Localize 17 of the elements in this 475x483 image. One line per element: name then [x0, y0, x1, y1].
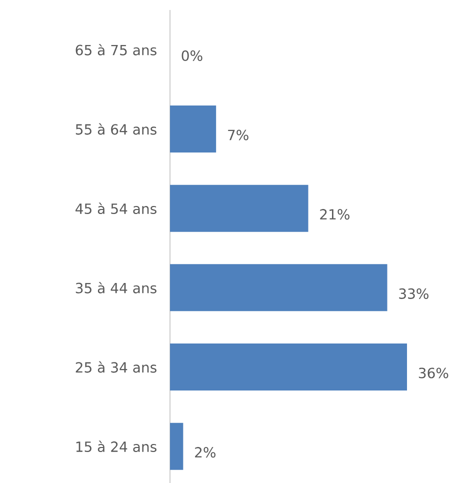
data-label: 2%: [195, 447, 216, 458]
bar: [170, 106, 216, 152]
data-label: 7%: [228, 130, 248, 140]
y-tick-label: 65 à 75 ans: [76, 44, 156, 56]
bar: [170, 344, 407, 390]
y-tick-label: 15 à 24 ans: [76, 440, 156, 452]
bar: [170, 422, 184, 470]
data-label: 33%: [399, 288, 428, 299]
bar: [170, 264, 388, 312]
y-tick-label: 35 à 44 ans: [76, 282, 156, 294]
bar: [170, 184, 308, 232]
data-label: 0%: [182, 50, 202, 61]
data-label: 21%: [320, 209, 350, 220]
y-tick-label: 55 à 64 ans: [76, 123, 156, 135]
data-label: 36%: [418, 368, 448, 378]
y-tick-label: 25 à 34 ans: [76, 361, 156, 373]
y-tick-label: 45 à 54 ans: [76, 202, 156, 214]
